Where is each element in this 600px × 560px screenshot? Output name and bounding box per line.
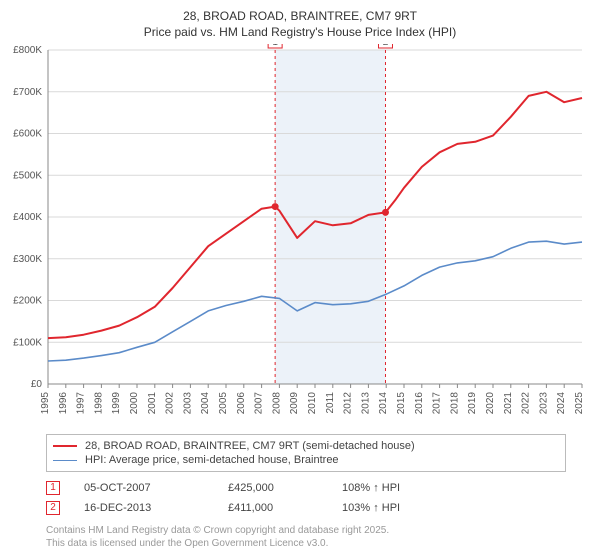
svg-text:2013: 2013	[360, 392, 371, 415]
line-chart: £0 £100K £200K £300K £400K £500K £600K £700K £80…	[6, 44, 594, 428]
legend-swatch	[53, 460, 77, 462]
svg-text:2015: 2015	[396, 392, 407, 415]
svg-text:£300K: £300K	[13, 254, 42, 265]
legend-box: 28, BROAD ROAD, BRAINTREE, CM7 9RT (semi…	[46, 434, 566, 472]
footer-line-1: Contains HM Land Registry data © Crown c…	[46, 524, 594, 537]
svg-text:£0: £0	[31, 379, 43, 390]
svg-text:2024: 2024	[556, 392, 567, 415]
svg-text:£500K: £500K	[13, 171, 42, 182]
marker-badge-id: 1	[50, 483, 56, 493]
svg-text:£100K: £100K	[13, 338, 42, 349]
svg-text:£700K: £700K	[13, 87, 42, 98]
svg-text:1997: 1997	[76, 392, 87, 415]
chart-container: 28, BROAD ROAD, BRAINTREE, CM7 9RT Price…	[0, 0, 600, 554]
svg-text:2000: 2000	[129, 392, 140, 415]
title-block: 28, BROAD ROAD, BRAINTREE, CM7 9RT Price…	[6, 8, 594, 40]
marker-price: £411,000	[228, 502, 318, 514]
marker-date: 05-OCT-2007	[84, 482, 204, 494]
svg-text:2007: 2007	[254, 392, 265, 415]
svg-text:2: 2	[383, 44, 389, 48]
svg-text:£400K: £400K	[13, 212, 42, 223]
chart-svg: £0 £100K £200K £300K £400K £500K £600K £700K £80…	[6, 44, 594, 428]
legend-label: 28, BROAD ROAD, BRAINTREE, CM7 9RT (semi…	[85, 440, 415, 452]
legend-swatch	[53, 445, 77, 447]
svg-text:1999: 1999	[111, 392, 122, 415]
svg-text:£800K: £800K	[13, 45, 42, 56]
marker-date: 16-DEC-2013	[84, 502, 204, 514]
svg-text:2017: 2017	[432, 392, 443, 415]
marker-row: 2 16-DEC-2013 £411,000 103% ↑ HPI	[46, 498, 594, 518]
svg-text:2011: 2011	[325, 392, 336, 414]
svg-text:2014: 2014	[378, 392, 389, 415]
legend-item: 28, BROAD ROAD, BRAINTREE, CM7 9RT (semi…	[53, 439, 559, 453]
marker-hpi: 103% ↑ HPI	[342, 502, 432, 514]
title-line-1: 28, BROAD ROAD, BRAINTREE, CM7 9RT	[6, 8, 594, 24]
legend-item: HPI: Average price, semi-detached house,…	[53, 453, 559, 467]
svg-text:1996: 1996	[58, 392, 69, 415]
svg-text:2021: 2021	[503, 392, 514, 415]
svg-text:2016: 2016	[414, 392, 425, 415]
svg-text:1: 1	[272, 44, 278, 48]
marker-table: 1 05-OCT-2007 £425,000 108% ↑ HPI 2 16-D…	[46, 478, 594, 518]
svg-text:2004: 2004	[200, 392, 211, 415]
legend-label: HPI: Average price, semi-detached house,…	[85, 454, 339, 466]
svg-text:2002: 2002	[165, 392, 176, 415]
svg-text:2008: 2008	[271, 392, 282, 415]
svg-text:1995: 1995	[40, 392, 51, 415]
marker-badge: 1	[46, 481, 60, 495]
marker-badge: 2	[46, 501, 60, 515]
marker-price: £425,000	[228, 482, 318, 494]
svg-text:2022: 2022	[521, 392, 532, 415]
svg-text:2012: 2012	[343, 392, 354, 415]
marker-row: 1 05-OCT-2007 £425,000 108% ↑ HPI	[46, 478, 594, 498]
marker-badge-id: 2	[50, 503, 56, 513]
svg-text:2010: 2010	[307, 392, 318, 415]
footer-line-2: This data is licensed under the Open Gov…	[46, 537, 594, 550]
svg-text:1998: 1998	[93, 392, 104, 415]
svg-text:2019: 2019	[467, 392, 478, 415]
svg-text:£200K: £200K	[13, 296, 42, 307]
svg-text:2003: 2003	[182, 392, 193, 415]
svg-text:2018: 2018	[449, 392, 460, 415]
svg-text:2023: 2023	[538, 392, 549, 415]
svg-text:2001: 2001	[147, 392, 158, 415]
title-line-2: Price paid vs. HM Land Registry's House …	[6, 24, 594, 40]
footer-note: Contains HM Land Registry data © Crown c…	[46, 524, 594, 550]
svg-text:2006: 2006	[236, 392, 247, 415]
svg-text:2009: 2009	[289, 392, 300, 415]
svg-text:2025: 2025	[574, 392, 585, 415]
svg-text:£600K: £600K	[13, 129, 42, 140]
svg-text:2005: 2005	[218, 392, 229, 415]
svg-text:2020: 2020	[485, 392, 496, 415]
marker-hpi: 108% ↑ HPI	[342, 482, 432, 494]
